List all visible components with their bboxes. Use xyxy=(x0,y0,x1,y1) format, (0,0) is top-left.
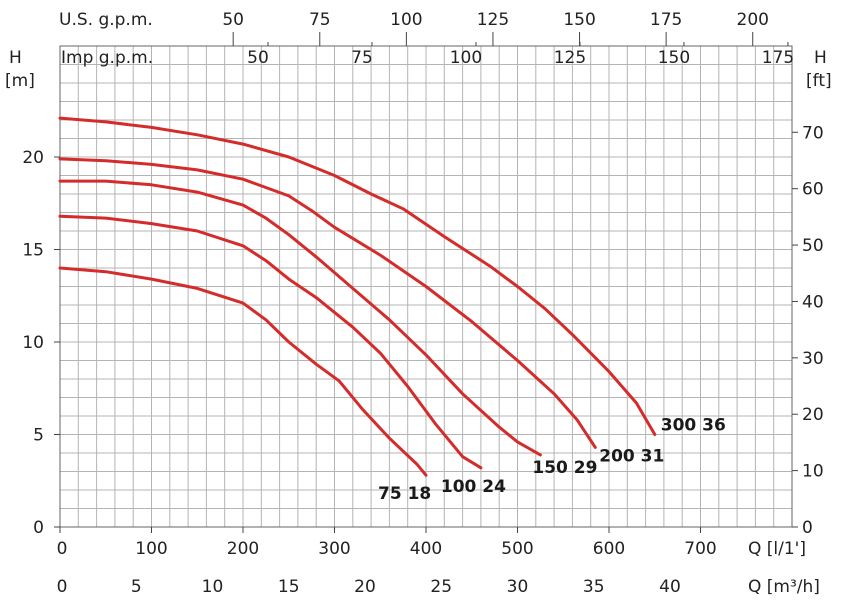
curve-150-29 xyxy=(58,179,542,457)
usgpm-tick-label: 125 xyxy=(477,10,509,30)
h-ft-tick-label: 10 xyxy=(802,462,824,482)
h-ft-tick-label: 50 xyxy=(802,236,824,256)
q-m3h-tick-label: 10 xyxy=(202,577,224,597)
h-ft-tick-label: 60 xyxy=(802,180,824,200)
impgpm-tick-label: 175 xyxy=(762,48,794,68)
h-ft-tick-label: 0 xyxy=(802,518,813,538)
h-left-unit-label: [m] xyxy=(5,71,35,91)
impgpm-tick-label: 125 xyxy=(554,48,586,68)
h-right-axis-label: H xyxy=(814,48,827,68)
h-right-unit-label: [ft] xyxy=(806,71,832,91)
h-ft-tick-label: 40 xyxy=(802,292,824,312)
usgpm-tick-label: 200 xyxy=(737,10,769,30)
curve-100-24 xyxy=(58,214,483,470)
usgpm-tick-label: 150 xyxy=(563,10,595,30)
h-m-tick-label: 10 xyxy=(22,333,44,353)
q-lmin-tick-label: 500 xyxy=(501,539,533,559)
q-lmin-tick-label: 100 xyxy=(135,539,167,559)
q-lmin-tick-label: 300 xyxy=(318,539,350,559)
impgpm-tick-label: 50 xyxy=(247,48,269,68)
curve-label-150-29: 150 29 xyxy=(532,458,597,478)
q-m3h-tick-label: 25 xyxy=(430,577,452,597)
q-m3h-tick-label: 15 xyxy=(278,577,300,597)
q-lmin-tick-label: 400 xyxy=(410,539,442,559)
q-m3h-tick-label: 35 xyxy=(583,577,605,597)
q-lmin-tick-label: 200 xyxy=(227,539,259,559)
usgpm-axis-label: U.S. g.p.m. xyxy=(59,10,153,30)
h-m-tick-label: 20 xyxy=(22,148,44,168)
h-left-axis-label: H xyxy=(9,48,22,68)
curve-75-18 xyxy=(58,266,428,477)
h-ft-tick-label: 20 xyxy=(802,405,824,425)
impgpm-tick-label: 150 xyxy=(658,48,690,68)
curve-label-75-18: 75 18 xyxy=(378,484,431,504)
q-m3h-tick-label: 20 xyxy=(354,577,376,597)
h-m-tick-label: 15 xyxy=(22,241,44,261)
usgpm-tick-label: 175 xyxy=(650,10,682,30)
q-m3h-tick-label: 5 xyxy=(131,577,142,597)
usgpm-tick-label: 75 xyxy=(309,10,331,30)
q-lmin-tick-label: 0 xyxy=(57,539,68,559)
q-m3h-tick-label: 30 xyxy=(507,577,529,597)
usgpm-tick-label: 100 xyxy=(390,10,422,30)
usgpm-tick-label: 50 xyxy=(222,10,244,30)
impgpm-axis-label: Imp g.p.m. xyxy=(61,48,153,68)
q-lmin-tick-label: 700 xyxy=(684,539,716,559)
h-ft-tick-label: 70 xyxy=(802,123,824,143)
curve-200-31 xyxy=(58,157,597,449)
impgpm-tick-label: 100 xyxy=(450,48,482,68)
curve-label-200-31: 200 31 xyxy=(599,446,664,466)
h-m-tick-label: 0 xyxy=(33,518,44,538)
q-m3h-tick-label: 0 xyxy=(57,577,68,597)
curve-label-100-24: 100 24 xyxy=(441,477,506,497)
curve-label-300-36: 300 36 xyxy=(661,416,726,436)
q-m3h-axis-label: Q [m³/h] xyxy=(748,577,820,597)
curve-300-36 xyxy=(58,116,657,436)
h-ft-tick-label: 30 xyxy=(802,349,824,369)
impgpm-tick-label: 75 xyxy=(351,48,373,68)
q-lmin-tick-label: 600 xyxy=(593,539,625,559)
q-m3h-tick-label: 40 xyxy=(659,577,681,597)
h-m-tick-label: 5 xyxy=(33,426,44,446)
q-lmin-axis-label: Q [l/1'] xyxy=(748,539,806,559)
